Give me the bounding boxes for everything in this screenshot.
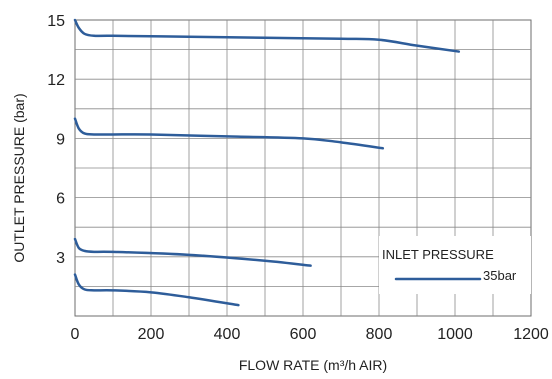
y-tick-label: 9 [56,131,65,148]
legend-box [379,236,531,294]
legend-entry-label: 35bar [483,268,517,283]
x-tick-label: 400 [214,326,241,343]
series-line [73,237,312,267]
series-line [73,117,385,150]
series-lines [73,18,461,307]
y-tick-label: 12 [47,72,65,89]
legend-title: INLET PRESSURE [382,247,494,262]
series-line [73,273,240,307]
x-tick-label: 1200 [513,326,549,343]
tick-labels: 0 200 400 600 800 1000 1200 3 6 9 12 15 [47,13,549,343]
y-tick-label: 3 [56,250,65,267]
y-axis-label: OUTLET PRESSURE (bar) [11,93,27,262]
x-tick-label: 0 [71,326,80,343]
y-tick-label: 6 [56,191,65,208]
y-tick-label: 15 [47,13,65,30]
x-tick-label: 200 [138,326,165,343]
x-tick-label: 800 [366,326,393,343]
x-tick-label: 600 [290,326,317,343]
x-axis-label: FLOW RATE (m³/h AIR) [239,357,387,373]
series-line [73,18,461,53]
x-tick-label: 1000 [437,326,473,343]
legend: INLET PRESSURE 35bar [379,236,531,294]
